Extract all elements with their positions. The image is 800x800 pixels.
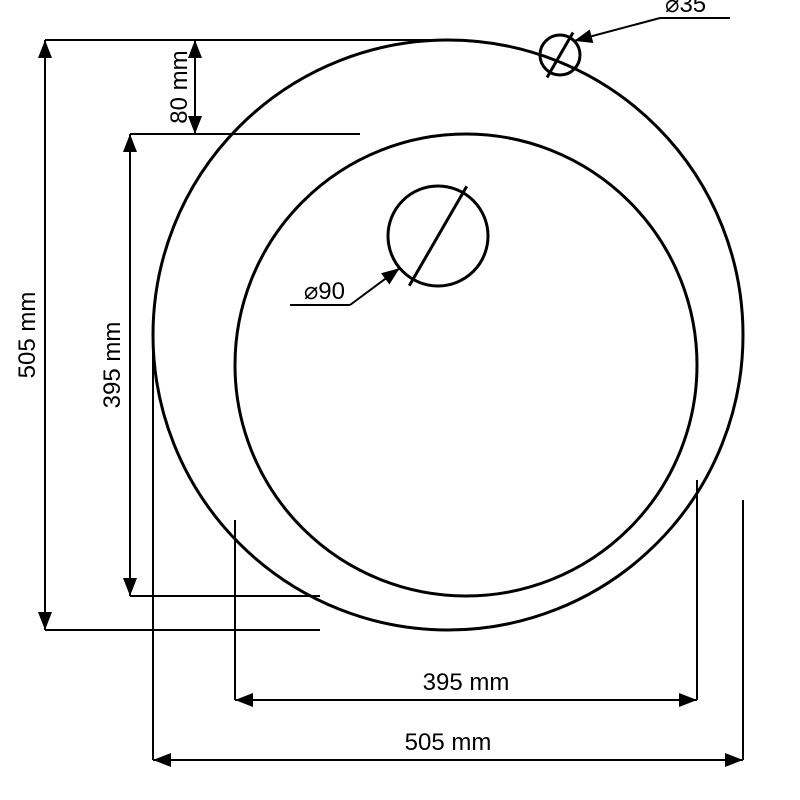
sink-shapes [153, 32, 743, 630]
dim-drain-diameter: ⌀90 [304, 278, 345, 305]
dim-505-v: 505 mm [14, 292, 41, 379]
sink-technical-drawing: 505 mm 395 mm 80 mm 395 mm 505 mm ⌀35 ⌀90 [0, 0, 800, 800]
outer-circle [153, 40, 743, 630]
dim-tap-diameter: ⌀35 [665, 0, 706, 18]
dim-505-h: 505 mm [405, 729, 492, 756]
dim-395-h: 395 mm [423, 669, 510, 696]
dim-80: 80 mm [166, 50, 193, 123]
dimension-lines: 505 mm 395 mm 80 mm 395 mm 505 mm ⌀35 ⌀90 [14, 0, 743, 767]
bowl-circle [235, 134, 697, 596]
dim-395-v: 395 mm [99, 322, 126, 409]
